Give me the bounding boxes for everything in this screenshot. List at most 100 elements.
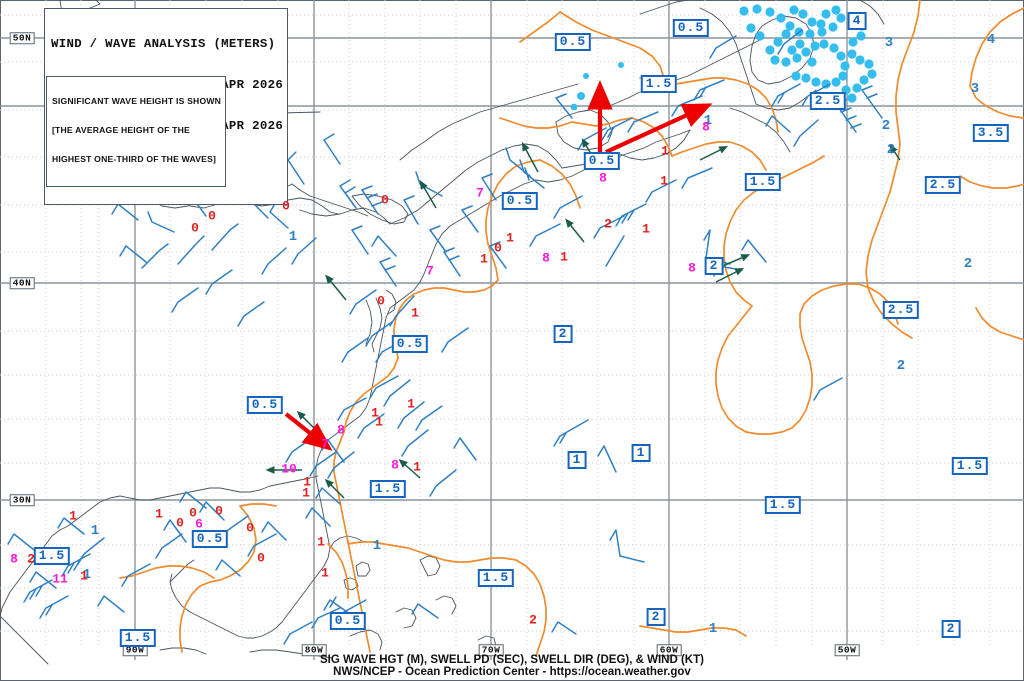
contour-inline-label: 3: [970, 81, 980, 97]
wave-height-value: 1: [302, 485, 310, 501]
contour-value-box: 1.5: [477, 569, 515, 587]
contour-value-box: 2: [704, 257, 724, 275]
swell-period-value: 8: [391, 457, 399, 473]
footer-caption-line-1: SIG WAVE HGT (M), SWELL PD (SEC), SWELL …: [320, 654, 704, 666]
contour-value-box: 2.5: [809, 92, 847, 110]
wave-height-value: 2: [529, 612, 537, 628]
wave-height-value: 0: [215, 503, 223, 519]
contour-inline-label: 2: [881, 118, 891, 134]
swell-period-value: 7: [321, 436, 329, 452]
longitude-label: 70W: [478, 644, 504, 656]
contour-inline-label: 4: [986, 32, 996, 48]
contour-inline-label: 1: [288, 229, 298, 245]
northeast-highlight-arrow[interactable]: [605, 103, 713, 154]
wave-height-value: 1: [317, 534, 325, 550]
latitude-label: 50N: [9, 32, 35, 44]
swell-period-value: 8: [10, 551, 18, 567]
highlight-arrow-layer[interactable]: [284, 80, 713, 451]
wave-height-value: 1: [69, 508, 77, 524]
wave-height-value: 1: [155, 506, 163, 522]
contour-value-box: 1.5: [744, 173, 782, 191]
swell-period-value: 6: [195, 516, 203, 532]
note-line-2: [THE AVERAGE HEIGHT OF THE: [52, 124, 190, 135]
contour-inline-label: 2: [896, 358, 906, 374]
contour-value-box: 2: [553, 325, 573, 343]
wave-height-value: 1: [303, 474, 311, 490]
contour-value-box: 0.5: [246, 396, 284, 414]
contour-value-box: 0.5: [329, 612, 367, 630]
wave-height-value: 2: [27, 551, 35, 567]
wave-height-value: 2: [604, 216, 612, 232]
contour-value-box: 3.5: [972, 124, 1010, 142]
footer-caption-line-2: NWS/NCEP - Ocean Prediction Center - htt…: [333, 666, 691, 678]
contour-value-box: 2.5: [882, 301, 920, 319]
wave-height-value: 0: [189, 505, 197, 521]
contour-value-box: 1.5: [640, 75, 678, 93]
contour-inline-label: 2: [886, 142, 896, 158]
contour-value-box: 1.5: [369, 480, 407, 498]
contour-inline-label: 3: [884, 35, 894, 51]
contour-value-box: 2.5: [924, 176, 962, 194]
contour-inline-label: 1: [90, 523, 100, 539]
sea-ice-layer: [570, 4, 877, 111]
swell-period-value: 8: [542, 250, 550, 266]
contour-value-box: 1: [631, 444, 651, 462]
wave-height-value: 1: [375, 414, 383, 430]
swell-period-value: 8: [688, 260, 696, 276]
contour-value-box: 4: [847, 12, 867, 30]
swell-period-value: 7: [426, 263, 434, 279]
longitude-label: 60W: [656, 644, 682, 656]
wave-height-value: 0: [282, 198, 290, 214]
significant-wave-height-note: SIGNIFICANT WAVE HEIGHT IS SHOWN [THE AV…: [46, 76, 227, 187]
contour-value-box: 2: [646, 608, 666, 626]
contour-value-box: 1.5: [764, 496, 802, 514]
wave-height-value: 0: [377, 293, 385, 309]
contour-inline-label: 1: [372, 538, 382, 554]
swell-period-value: 8: [337, 422, 345, 438]
contour-value-box: 2: [941, 620, 961, 638]
wave-height-value: 0: [208, 208, 216, 224]
wave-height-value: 0: [257, 550, 265, 566]
contour-value-box: 0.5: [554, 33, 592, 51]
contour-inline-label: 1: [82, 567, 92, 583]
wave-height-value: 0: [176, 515, 184, 531]
wave-height-value: 1: [661, 143, 669, 159]
wave-height-value: 0: [381, 192, 389, 208]
wave-height-value: 0: [191, 220, 199, 236]
header-title: WIND / WAVE ANALYSIS (METERS): [51, 37, 276, 52]
latitude-label: 40N: [9, 277, 35, 289]
contour-value-box: 0.5: [583, 152, 621, 170]
wave-height-value: 1: [80, 568, 88, 584]
contour-value-box: 0.5: [391, 335, 429, 353]
contour-value-box: 0.5: [672, 19, 710, 37]
southeast-highlight-arrow[interactable]: [284, 412, 333, 451]
wave-height-value: 1: [642, 221, 650, 237]
swell-period-value: 11: [52, 571, 68, 587]
wave-height-value: 1: [506, 230, 514, 246]
latitude-label: 30N: [9, 494, 35, 506]
swell-period-value: 8: [702, 119, 710, 135]
swell-period-value: 10: [281, 461, 297, 477]
wave-height-value: 1: [660, 173, 668, 189]
note-line-3: HIGHEST ONE-THIRD OF THE WAVES]: [52, 153, 217, 164]
wave-height-value: 1: [480, 251, 488, 267]
contour-inline-label: 1: [708, 621, 718, 637]
wave-height-value: 1: [407, 396, 415, 412]
contour-value-box: 1: [567, 451, 587, 469]
wave-height-value: 0: [494, 240, 502, 256]
swell-period-value: 7: [476, 185, 484, 201]
contour-inline-label: 2: [963, 256, 973, 272]
contour-inline-label: 1: [703, 113, 713, 129]
wave-height-value: 1: [411, 305, 419, 321]
wave-height-value: 1: [321, 565, 329, 581]
wave-height-value: 1: [371, 405, 379, 421]
wave-height-value: 1: [413, 459, 421, 475]
contour-value-box: 1.5: [119, 629, 157, 647]
wave-height-value: 0: [246, 520, 254, 536]
wind-barb-layer: [7, 29, 883, 645]
note-line-1: SIGNIFICANT WAVE HEIGHT IS SHOWN: [52, 96, 222, 107]
wave-height-value: 1: [560, 249, 568, 265]
contour-value-box: 1.5: [33, 547, 71, 565]
